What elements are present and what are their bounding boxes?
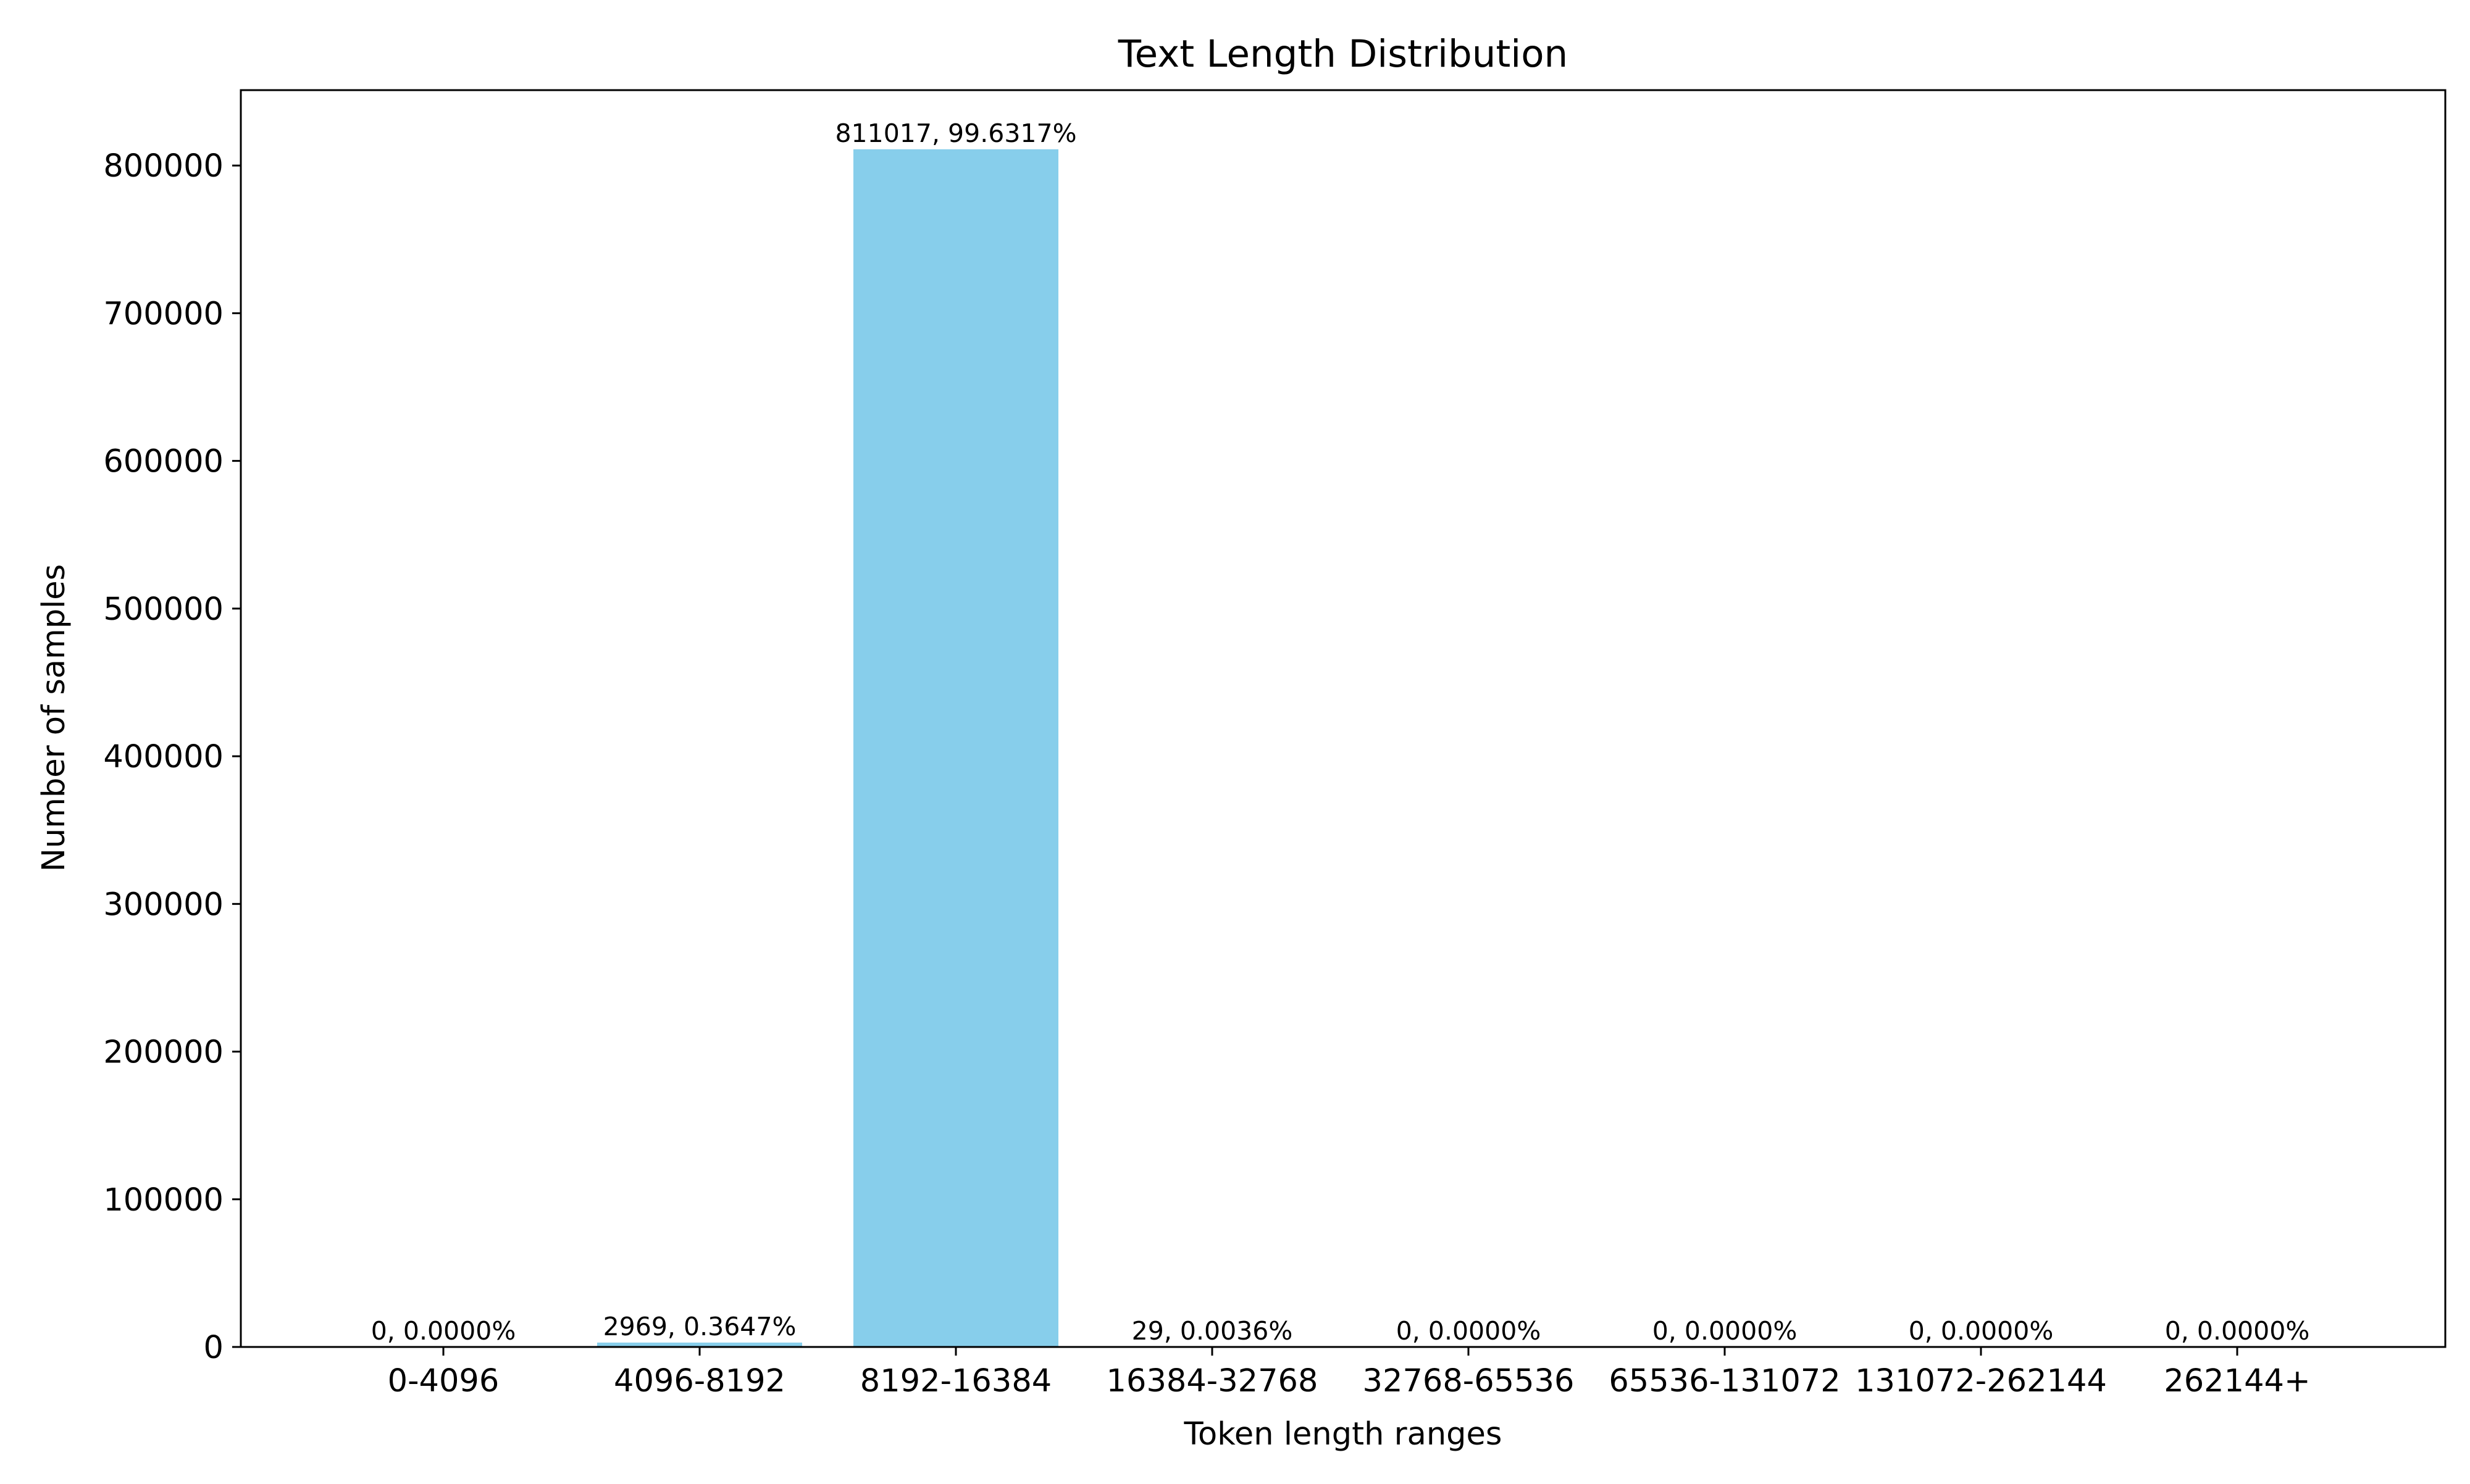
y-tick-label: 300000: [103, 886, 224, 923]
x-tick-label-4096-8192: 4096-8192: [614, 1363, 785, 1399]
y-tick-label: 500000: [103, 591, 224, 628]
x-axis-label: Token length ranges: [1184, 1416, 1502, 1453]
data-label-262144+: 0, 0.0000%: [2165, 1316, 2310, 1346]
y-tick-label: 800000: [103, 148, 224, 185]
x-tick-label-32768-65536: 32768-65536: [1363, 1363, 1575, 1399]
data-label-131072-262144: 0, 0.0000%: [1909, 1316, 2054, 1346]
y-tick-label: 600000: [103, 444, 224, 480]
y-tick-label: 100000: [103, 1182, 224, 1219]
data-label-65536-131072: 0, 0.0000%: [1652, 1316, 1798, 1346]
bar-8192-16384: [853, 149, 1058, 1347]
y-tick-label: 200000: [103, 1035, 224, 1071]
chart-title: Text Length Distribution: [1118, 32, 1568, 76]
y-tick-label: 400000: [103, 739, 224, 775]
data-label-4096-8192: 2969, 0.3647%: [603, 1312, 797, 1341]
x-tick-label-65536-131072: 65536-131072: [1609, 1363, 1840, 1399]
y-tick-label: 700000: [103, 296, 224, 332]
data-label-16384-32768: 29, 0.0036%: [1132, 1316, 1293, 1346]
x-tick-label-131072-262144: 131072-262144: [1855, 1363, 2107, 1399]
x-tick-label-0-4096: 0-4096: [388, 1363, 500, 1399]
data-label-32768-65536: 0, 0.0000%: [1396, 1316, 1541, 1346]
y-axis-label: Number of samples: [36, 564, 72, 872]
y-axis: 0 100000 200000 300000 400000 500000 600000 700…: [103, 148, 241, 1366]
x-tick-label-16384-32768: 16384-32768: [1107, 1363, 1318, 1399]
data-label-0-4096: 0, 0.0000%: [371, 1316, 516, 1346]
x-tick-label-8192-16384: 8192-16384: [860, 1363, 1052, 1399]
data-label-8192-16384: 811017, 99.6317%: [835, 119, 1076, 148]
x-tick-label-262144+: 262144+: [2164, 1363, 2310, 1399]
y-tick-label: 0: [204, 1330, 224, 1366]
